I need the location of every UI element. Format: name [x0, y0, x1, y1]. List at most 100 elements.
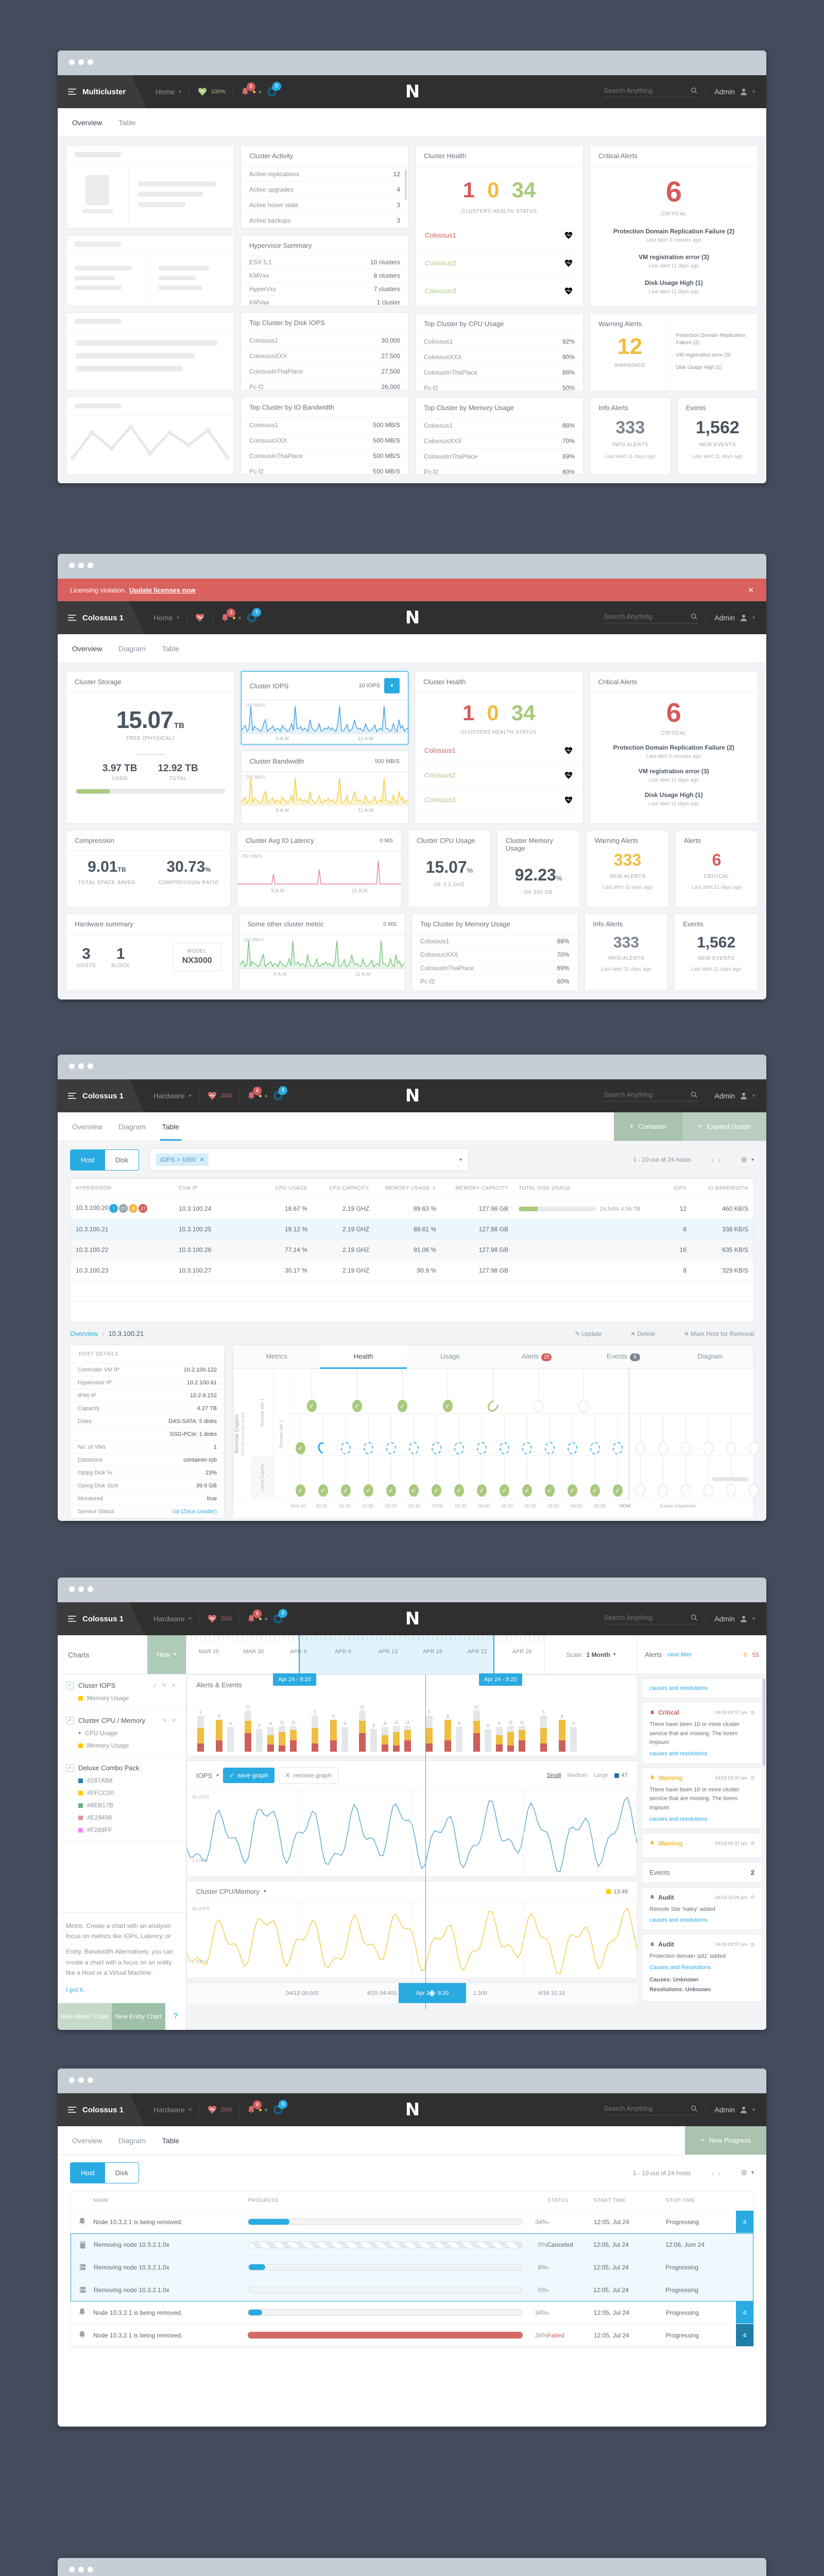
- update-licenses-link[interactable]: Update licenses now: [129, 586, 196, 594]
- alerts-bell[interactable]: 8: [247, 1087, 268, 1101]
- banner-close-icon[interactable]: ✕: [748, 585, 754, 594]
- alert-item[interactable]: Disk Usage High (1) Last alert 11 days ag…: [645, 279, 703, 295]
- search-icon[interactable]: [690, 613, 698, 621]
- list-item[interactable]: Pc-f2 60%: [412, 975, 578, 988]
- cluster-health-row[interactable]: Colossus3: [415, 788, 583, 812]
- host-row[interactable]: 10.3.100.21 10.3.100.25 19.12 % 2.19 GHZ…: [71, 1219, 753, 1240]
- event-bar[interactable]: 8: [382, 1721, 388, 1752]
- user-menu[interactable]: Admin ▾: [706, 1091, 755, 1100]
- snapshot-node[interactable]: [629, 1414, 651, 1454]
- gray-badge[interactable]: 27: [119, 1204, 128, 1213]
- snapshot-node[interactable]: [357, 1414, 380, 1454]
- col-name[interactable]: NAME: [93, 2198, 109, 2204]
- chart-actions[interactable]: ✎ ✕: [162, 1718, 178, 1724]
- nav-dropdown[interactable]: Home ▾: [153, 614, 180, 622]
- menu-icon[interactable]: [68, 2107, 76, 2113]
- snapshot-node[interactable]: [651, 1456, 674, 1497]
- col-memory-capacity[interactable]: MEMORY CAPACITY: [455, 1185, 508, 1191]
- snapshot-node[interactable]: [470, 1456, 493, 1497]
- snapshot-node[interactable]: [289, 1414, 312, 1454]
- col-stop-time[interactable]: STOP TIME: [666, 2198, 695, 2204]
- warning-item[interactable]: VM registration error (3): [676, 352, 731, 359]
- tasks-indicator[interactable]: 8: [266, 82, 281, 97]
- search-input[interactable]: [604, 613, 686, 620]
- filter-tag[interactable]: IOPS > 1000 ✕: [156, 1154, 209, 1166]
- tab-table[interactable]: Table: [160, 1112, 182, 1141]
- col-progress[interactable]: PROGRESS: [248, 2198, 279, 2204]
- event-bar[interactable]: 21: [359, 1705, 366, 1752]
- series-swatch[interactable]: #E29499: [78, 1814, 178, 1821]
- host-row[interactable]: 10.3.100.22 10.3.100.26 77.14 % 2.19 GHZ…: [71, 1240, 753, 1260]
- list-item[interactable]: ColossusXXX 500 MB/S: [241, 433, 408, 449]
- list-item[interactable]: ColossusXXX 70%: [412, 948, 578, 961]
- new-progress-button[interactable]: + New Progress: [684, 2126, 766, 2155]
- delete-action[interactable]: ✕ Delete: [630, 1330, 656, 1337]
- list-item[interactable]: Active replications 12: [241, 166, 408, 182]
- window-controls[interactable]: [69, 2566, 97, 2575]
- tab-table[interactable]: Table: [162, 2136, 180, 2145]
- list-item[interactable]: Active backups 3: [241, 213, 408, 228]
- list-item[interactable]: ColosusInThaPlace 69%: [412, 961, 578, 975]
- snapshot-node[interactable]: [583, 1414, 606, 1454]
- snapshot-node[interactable]: [742, 1414, 765, 1454]
- tasks-indicator[interactable]: 8: [246, 608, 262, 623]
- search-box[interactable]: [604, 1091, 699, 1101]
- event-bar[interactable]: 8: [267, 1721, 274, 1752]
- col-io-bandwidth[interactable]: IO BANDWIDTH: [708, 1185, 748, 1191]
- series-swatch[interactable]: #F289FF: [78, 1826, 178, 1834]
- cluster-switcher[interactable]: Colossus 1: [58, 1079, 144, 1112]
- chart-actions[interactable]: ✓ ✎ ✕: [152, 1683, 178, 1689]
- search-box[interactable]: [604, 2105, 699, 2115]
- chevron-down-icon[interactable]: ▾: [459, 1157, 462, 1163]
- snapshot-node[interactable]: [719, 1414, 742, 1454]
- tasks-indicator[interactable]: 8: [272, 1609, 288, 1624]
- chart-name[interactable]: Deluxe Combo Pack: [78, 1764, 140, 1772]
- detail-tab[interactable]: Metrics: [233, 1345, 320, 1368]
- search-box[interactable]: [604, 87, 699, 97]
- warning-item[interactable]: Disk Usage High (1): [676, 365, 723, 371]
- event-bar[interactable]: 21: [245, 1705, 251, 1752]
- window-titlebar[interactable]: [58, 2558, 766, 2576]
- snapshot-node[interactable]: [493, 1414, 516, 1454]
- update-action[interactable]: ✎ Update: [575, 1330, 602, 1337]
- search-input[interactable]: [604, 87, 686, 94]
- expand-cluster-button[interactable]: + Expand cluster: [682, 1112, 766, 1141]
- snapshot-node[interactable]: [606, 1456, 629, 1497]
- snapshot-node[interactable]: [561, 1456, 583, 1497]
- tab-diagram[interactable]: Diagram: [118, 1122, 146, 1131]
- user-menu[interactable]: Admin ▾: [706, 1614, 755, 1623]
- got-it-link[interactable]: I got it.: [66, 1986, 85, 1993]
- bottom-timeline[interactable]: 04/13 08:000 4/15 04:400 Apr 24 - 9:20 1…: [186, 1982, 638, 2003]
- col-cpu-capacity[interactable]: CPU CAPACITY: [329, 1185, 369, 1191]
- chevron-down-icon[interactable]: ▾: [751, 2170, 754, 2176]
- event-bar[interactable]: 11: [393, 1720, 400, 1752]
- list-item[interactable]: KMVxx 8 clusters: [241, 269, 408, 283]
- snapshot-node[interactable]: [448, 1414, 470, 1454]
- menu-icon[interactable]: [68, 615, 76, 621]
- list-item[interactable]: KMVaa 1 cluster: [241, 296, 408, 305]
- size-medium[interactable]: Medium: [567, 1772, 588, 1778]
- event-bar[interactable]: 11: [290, 1720, 297, 1752]
- filter-input[interactable]: IOPS > 1000 ✕ ▾: [149, 1148, 469, 1171]
- plot-scrollbar[interactable]: [712, 1477, 748, 1481]
- task-row[interactable]: Removing node 10.3.2.1.0x 0% - 12:05, Ju…: [71, 2279, 753, 2301]
- col-memory-usage[interactable]: MEMORY USAGE ⇅: [385, 1185, 436, 1191]
- list-item[interactable]: ColosusInThaPlace 69%: [416, 449, 583, 465]
- causes-link[interactable]: causes and resolutions: [649, 1685, 708, 1691]
- scale-select[interactable]: Scale: 1 Month ▾: [545, 1635, 638, 1674]
- event-bar[interactable]: 8: [496, 1721, 503, 1752]
- toggle-disk[interactable]: Disk: [105, 2163, 139, 2183]
- event-bar[interactable]: 21: [473, 1705, 480, 1752]
- snapshot-node[interactable]: [674, 1414, 697, 1454]
- metric-dropdown-button[interactable]: ▾: [384, 678, 400, 693]
- window-controls[interactable]: [69, 2076, 97, 2086]
- next-page-icon[interactable]: ›: [718, 2168, 720, 2177]
- chevron-down-icon[interactable]: ▾: [751, 1157, 754, 1163]
- subtask-count-badge[interactable]: 4: [736, 2211, 753, 2233]
- list-item[interactable]: Colossus1 30,000: [241, 333, 408, 349]
- event-bar[interactable]: 9: [227, 1721, 234, 1752]
- event-bar[interactable]: 5: [426, 1710, 433, 1752]
- series-swatch[interactable]: #FFCC00: [78, 1789, 178, 1797]
- alert-card-partial[interactable]: causes and resolutions: [642, 1679, 762, 1698]
- snapshot-node[interactable]: [538, 1456, 561, 1497]
